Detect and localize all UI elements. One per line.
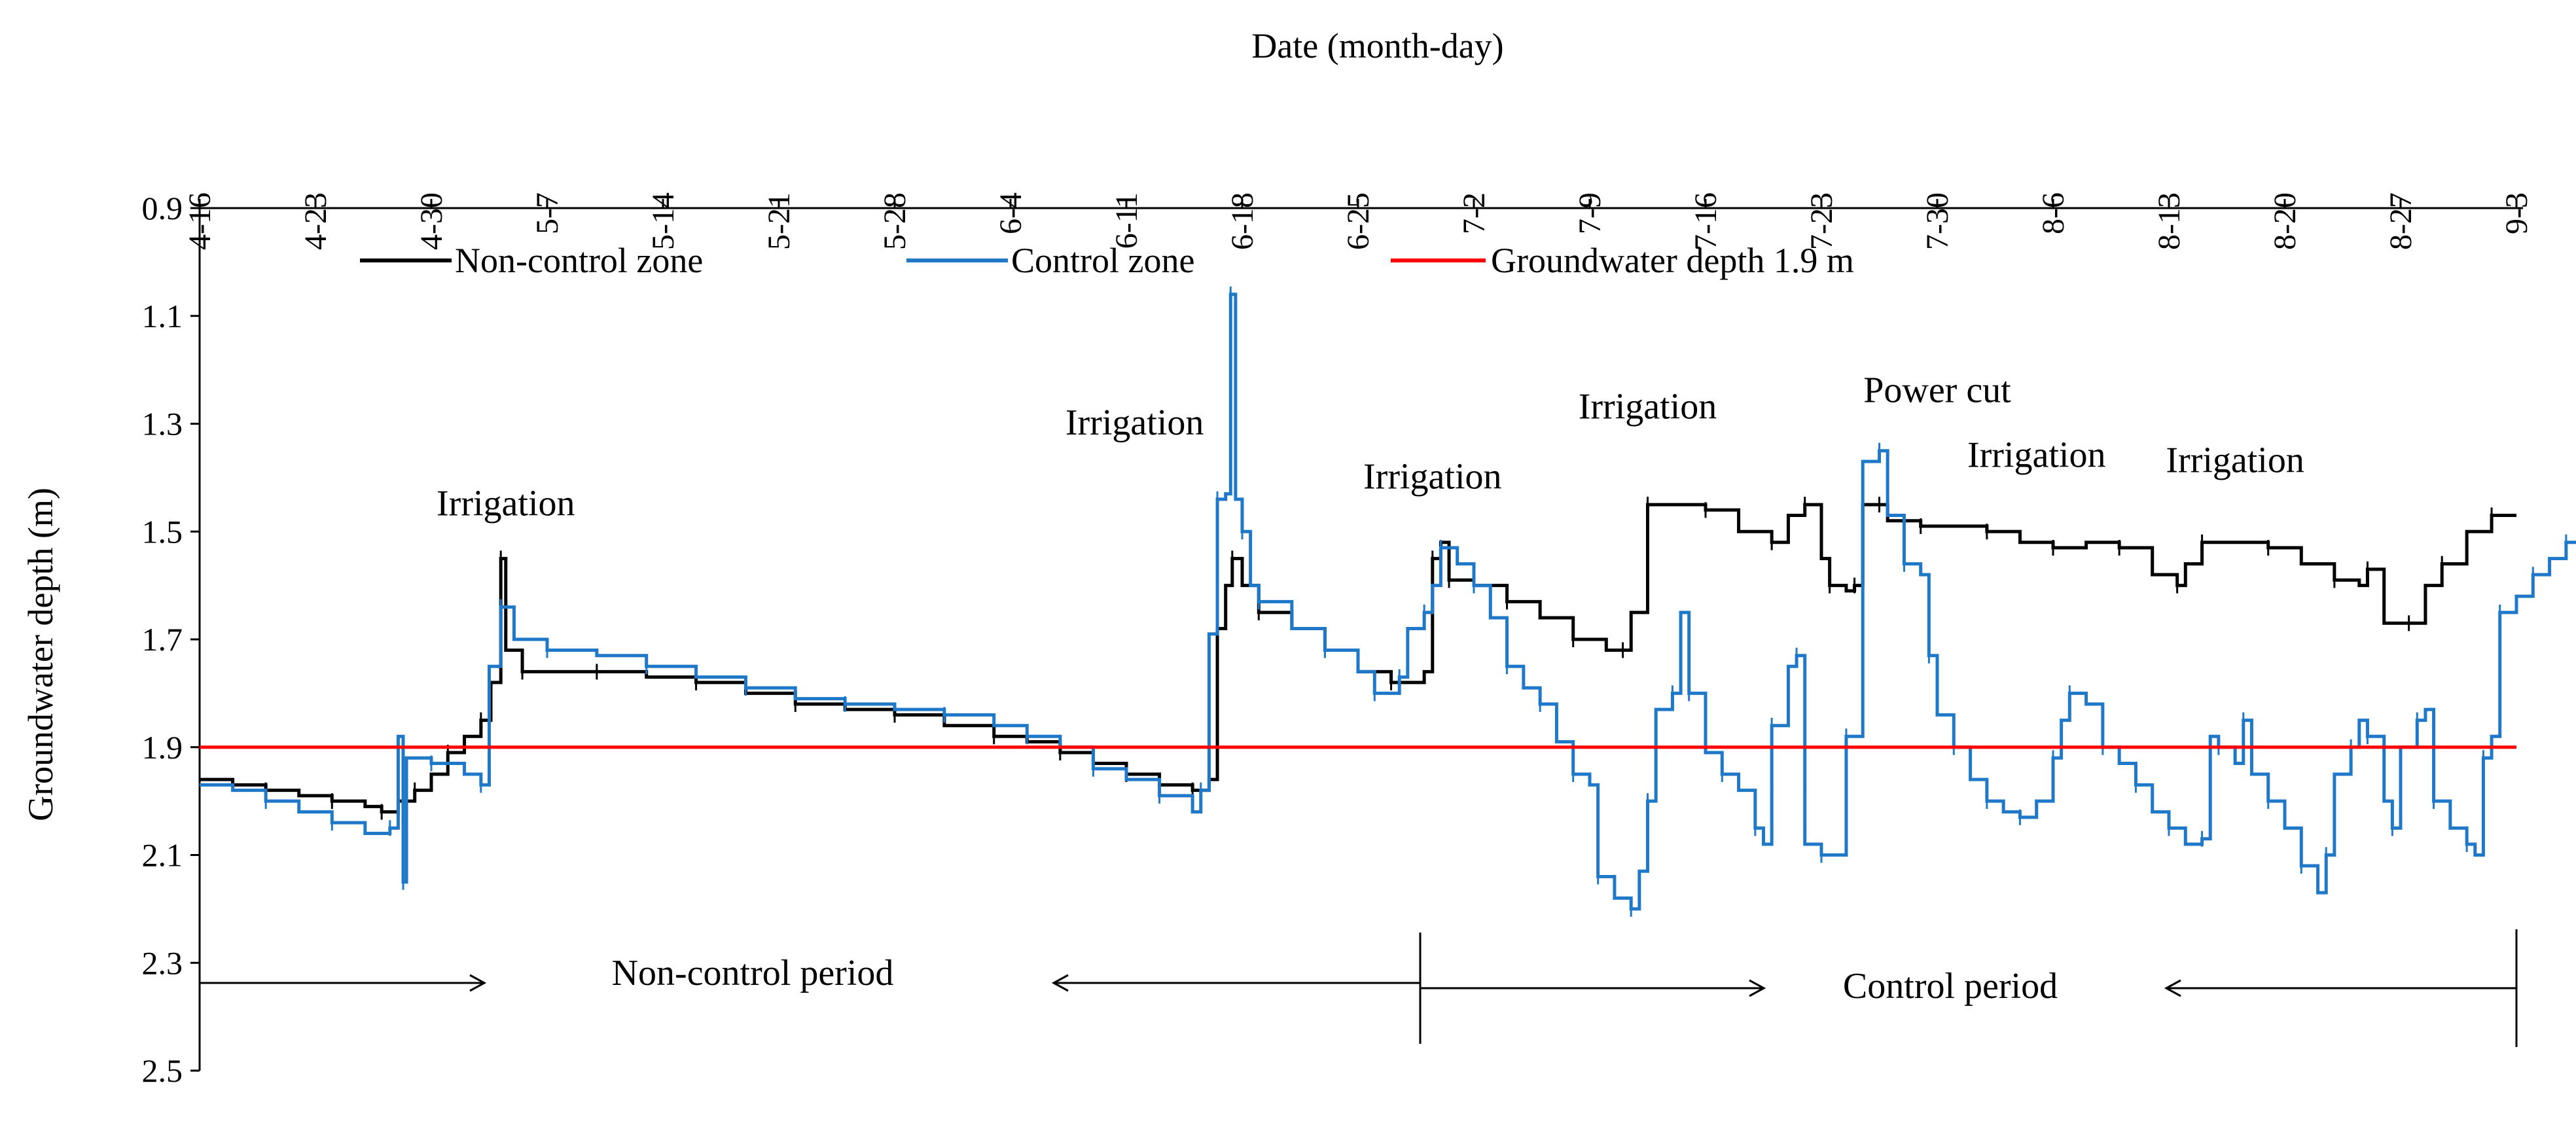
x-tick-label: 5-7 xyxy=(530,192,565,234)
x-tick-label: 8-20 xyxy=(2268,192,2302,250)
x-tick-label: 7-30 xyxy=(1920,192,1955,250)
non-control-period-label: Non-control period xyxy=(612,953,894,993)
y-tick-label: 1.3 xyxy=(142,406,183,442)
annotation-label: Irrigation xyxy=(1363,456,1501,497)
series-layer xyxy=(200,286,2576,917)
y-tick-label: 1.7 xyxy=(142,621,183,658)
y-tick-label: 2.5 xyxy=(142,1052,183,1089)
x-tick-label: 9-3 xyxy=(2499,192,2534,234)
x-tick-label: 7-23 xyxy=(1804,192,1839,250)
x-tick-label: 5-21 xyxy=(762,192,796,250)
legend-label-non-control: Non-control zone xyxy=(455,241,703,280)
annotations: Irrigation Irrigation Irrigation Irrigation… xyxy=(437,370,2304,524)
non-control-zone-line xyxy=(200,503,2516,814)
y-tick-label: 0.9 xyxy=(142,190,183,226)
x-tick-label: 4-16 xyxy=(183,192,217,250)
x-tick-label: 6-4 xyxy=(993,192,1028,234)
x-ticks: 4-16 4-23 4-30 5-7 5-14 5-21 5-28 6-4 6-11 6-18 6-… xyxy=(183,192,2534,250)
annotation-label: Power cut xyxy=(1863,370,2011,411)
x-tick-label: 8-27 xyxy=(2384,192,2418,250)
period-markers: Non-control period Control period xyxy=(200,929,2518,1047)
x-tick-label: 8-6 xyxy=(2036,192,2071,234)
annotation-label: Irrigation xyxy=(1579,386,1717,427)
x-tick-label: 5-28 xyxy=(878,192,912,250)
control-zone-line xyxy=(200,293,2576,911)
y-tick-label: 1.5 xyxy=(142,513,183,550)
y-tick-label: 1.9 xyxy=(142,729,183,766)
x-tick-label: 6-11 xyxy=(1109,192,1144,249)
x-axis-title: Date (month-day) xyxy=(1251,26,1503,65)
x-tick-label: 8-13 xyxy=(2152,192,2187,250)
annotation-label: Irrigation xyxy=(2166,440,2304,481)
x-tick-label: 7-9 xyxy=(1573,192,1607,234)
x-tick-label: 5-14 xyxy=(646,192,681,250)
x-tick-label: 4-30 xyxy=(414,192,449,250)
y-tick-label: 2.3 xyxy=(142,944,183,981)
x-tick-label: 7-16 xyxy=(1689,192,1723,250)
x-tick-label: 6-18 xyxy=(1225,192,1260,250)
annotation-label: Irrigation xyxy=(437,484,575,524)
control-period-label: Control period xyxy=(1843,966,2058,1006)
x-tick-label: 4-23 xyxy=(298,192,333,250)
y-ticks: 0.9 1.1 1.3 1.5 1.7 1.9 2.1 2.3 2.5 xyxy=(142,190,200,1089)
annotation-label: Irrigation xyxy=(1065,402,1204,443)
legend-label-control: Control zone xyxy=(1011,241,1194,280)
y-tick-label: 1.1 xyxy=(142,298,183,334)
y-tick-label: 2.1 xyxy=(142,837,183,874)
x-tick-label: 7-2 xyxy=(1457,192,1492,234)
y-axis-title: Groundwater depth (m) xyxy=(21,488,60,821)
legend: Non-control zone Control zone Groundwate… xyxy=(360,241,1854,280)
legend-label-groundwater: Groundwater depth 1.9 m xyxy=(1491,241,1854,280)
annotation-label: Irrigation xyxy=(1967,435,2105,475)
x-tick-label: 6-25 xyxy=(1341,192,1376,250)
